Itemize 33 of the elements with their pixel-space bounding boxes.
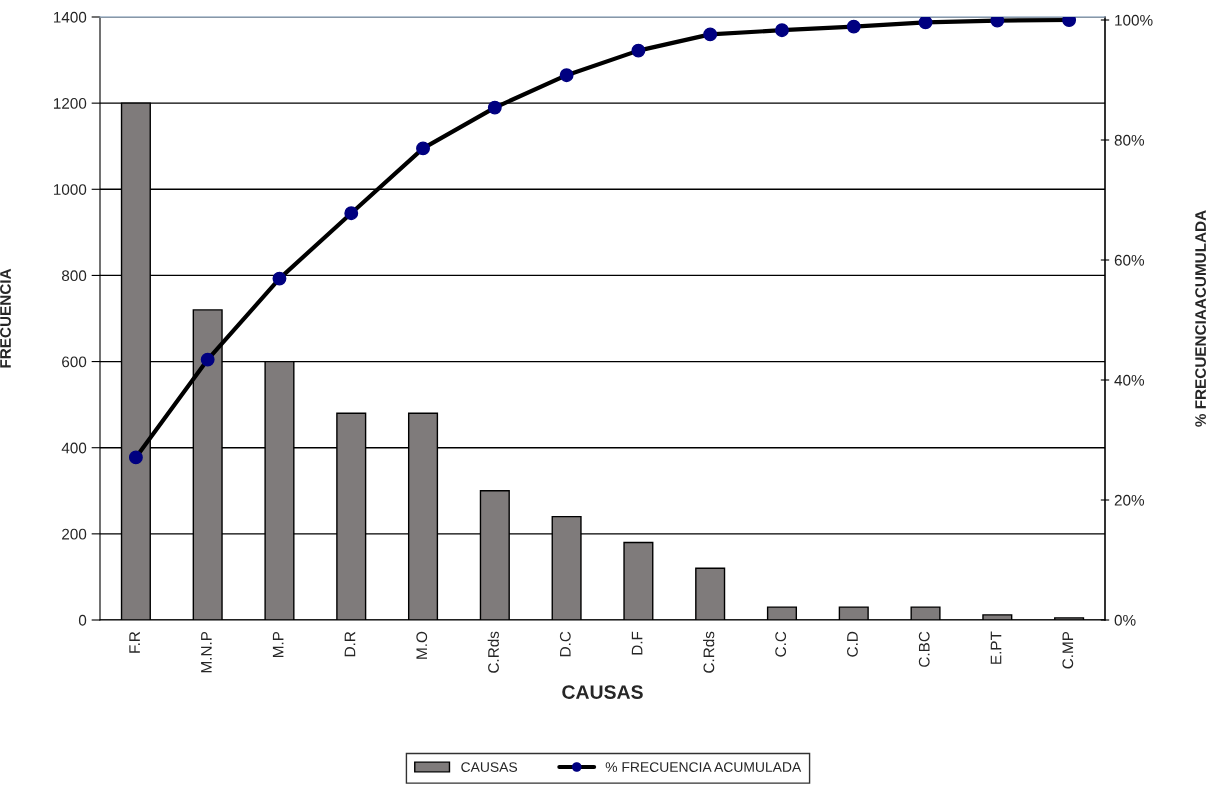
- legend-label: % FRECUENCIA ACUMULADA: [605, 762, 802, 773]
- y2-tick-label: 0%: [1114, 614, 1136, 626]
- x-tick-label: M.P: [272, 631, 284, 658]
- x-tick-label: C.D: [847, 631, 858, 657]
- x-tick-label: C.Rds: [703, 631, 715, 673]
- y2-tick-label: 100%: [1115, 14, 1153, 26]
- y-tick-label: 1200: [53, 98, 87, 109]
- legend-label: CAUSAS: [461, 762, 518, 773]
- x-tick-label: E.PT: [990, 631, 1002, 664]
- y-axis-title: FRECUENCIA: [0, 268, 11, 368]
- y-tick-label: 0: [78, 614, 87, 626]
- y-tick-label: 1000: [53, 184, 87, 195]
- y2-tick-label: 20%: [1114, 494, 1145, 506]
- y2-tick-label: 60%: [1114, 254, 1145, 266]
- y-tick-label: 200: [62, 528, 87, 540]
- y2-tick-label: 40%: [1114, 374, 1145, 386]
- x-tick-label: C.MP: [1062, 631, 1074, 669]
- x-axis-title: CAUSAS: [562, 685, 643, 699]
- x-tick-label: C.Rds: [487, 631, 499, 673]
- y-tick-label: 1400: [53, 11, 87, 23]
- x-tick-label: C.BC: [918, 631, 930, 667]
- x-tick-label: M.N.P: [201, 631, 212, 673]
- y-tick-label: 800: [61, 270, 87, 282]
- y-tick-label: 400: [61, 442, 87, 454]
- x-tick-label: C.C: [775, 631, 787, 657]
- x-tick-label: M.O: [416, 631, 428, 659]
- x-tick-label: D.R: [344, 631, 356, 657]
- y2-tick-label: 80%: [1114, 134, 1145, 146]
- x-tick-label: F.R: [129, 631, 140, 653]
- y-tick-label: 600: [62, 356, 87, 368]
- y2-axis-title: % FRECUENCIAACUMULADA: [1195, 210, 1206, 427]
- x-tick-label: D.F: [631, 631, 643, 655]
- x-tick-label: D.C: [559, 631, 571, 657]
